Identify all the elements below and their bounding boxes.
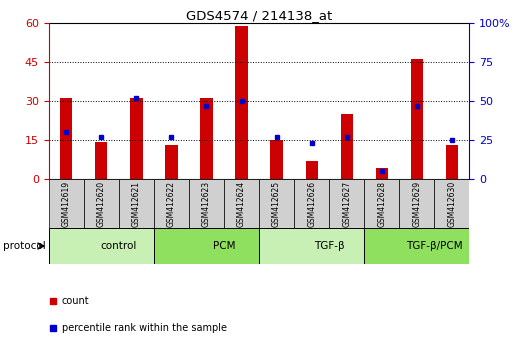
Bar <box>364 179 399 228</box>
Bar <box>130 98 143 179</box>
Text: control: control <box>101 241 137 251</box>
Bar <box>154 228 259 264</box>
Bar <box>399 179 435 228</box>
Bar <box>165 145 177 179</box>
Bar <box>201 98 212 179</box>
Bar <box>411 59 423 179</box>
Bar <box>189 179 224 228</box>
Bar <box>84 179 119 228</box>
Bar <box>224 179 259 228</box>
Bar <box>329 179 364 228</box>
Text: GSM412623: GSM412623 <box>202 181 211 227</box>
Title: GDS4574 / 214138_at: GDS4574 / 214138_at <box>186 9 332 22</box>
Bar <box>49 228 154 264</box>
Text: percentile rank within the sample: percentile rank within the sample <box>62 323 227 333</box>
Text: GSM412621: GSM412621 <box>132 181 141 227</box>
Bar <box>270 140 283 179</box>
Bar <box>60 98 72 179</box>
Bar <box>259 228 364 264</box>
Bar <box>435 179 469 228</box>
Text: GSM412628: GSM412628 <box>377 181 386 227</box>
Text: GSM412626: GSM412626 <box>307 181 316 227</box>
Bar <box>49 179 84 228</box>
Bar <box>154 179 189 228</box>
Text: TGF-β/PCM: TGF-β/PCM <box>406 241 463 251</box>
Text: GSM412629: GSM412629 <box>412 181 421 227</box>
Bar <box>259 179 294 228</box>
Text: GSM412619: GSM412619 <box>62 181 71 227</box>
Bar <box>95 142 107 179</box>
Bar <box>294 179 329 228</box>
Bar <box>119 179 154 228</box>
Text: protocol: protocol <box>3 241 45 251</box>
Text: GSM412627: GSM412627 <box>342 181 351 227</box>
Text: GSM412625: GSM412625 <box>272 181 281 227</box>
Bar <box>376 169 388 179</box>
Bar <box>306 161 318 179</box>
Text: GSM412630: GSM412630 <box>447 181 457 227</box>
Bar <box>341 114 353 179</box>
Text: count: count <box>62 296 90 306</box>
Text: GSM412624: GSM412624 <box>237 181 246 227</box>
Bar <box>364 228 469 264</box>
Bar <box>235 25 248 179</box>
Text: GSM412620: GSM412620 <box>97 181 106 227</box>
Text: GSM412622: GSM412622 <box>167 181 176 227</box>
Text: TGF-β: TGF-β <box>314 241 345 251</box>
Bar <box>446 145 458 179</box>
Text: PCM: PCM <box>213 241 235 251</box>
